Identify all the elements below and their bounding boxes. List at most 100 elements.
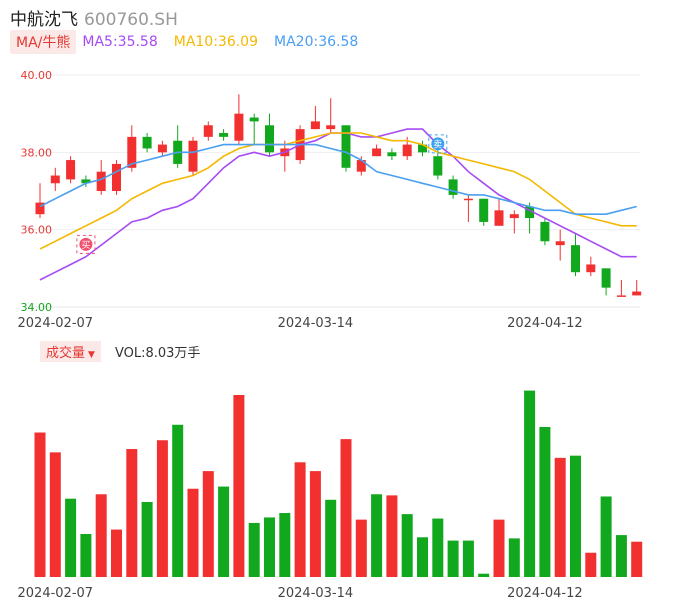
volume-bar: [49, 452, 61, 577]
volume-bar: [508, 538, 520, 577]
ma10-line: [39, 132, 637, 250]
candle-body: [142, 136, 152, 149]
buy-marker: 买: [76, 234, 96, 254]
moving-average-lines: [39, 128, 637, 281]
volume-selector-tag[interactable]: 成交量 ▼: [40, 340, 101, 362]
volume-bar: [539, 426, 551, 577]
candle-body: [525, 206, 535, 219]
trade-markers: 买卖: [76, 134, 448, 254]
volume-bar: [432, 518, 444, 577]
volume-bar: [95, 494, 107, 577]
candle-body: [35, 202, 45, 215]
volume-bar: [248, 522, 260, 577]
candle-body: [448, 179, 458, 195]
volume-bar: [462, 540, 474, 577]
y-tick-label: 34.00: [21, 301, 53, 314]
volume-x-axis: 2024-02-07 2024-03-14 2024-04-12: [18, 586, 583, 601]
volume-bar: [325, 499, 337, 577]
candle-body: [219, 133, 229, 137]
volume-x-tick-label: 2024-03-14: [278, 586, 354, 601]
volume-bar: [187, 488, 199, 577]
volume-bar: [570, 455, 581, 577]
volume-bar: [631, 541, 643, 577]
candle-body: [387, 152, 397, 157]
volume-bar: [279, 513, 291, 577]
candle-body: [326, 125, 336, 130]
stock-title: 中航沈飞 600760.SH: [10, 5, 178, 30]
volume-x-tick-label: 2024-02-07: [18, 586, 94, 601]
volume-bar: [172, 424, 184, 577]
volume-bar: [111, 529, 122, 577]
volume-bar: [202, 471, 214, 577]
ma20-label: MA20:36.58: [274, 34, 359, 50]
volume-bar: [615, 535, 627, 577]
volume-bar: [233, 395, 245, 577]
volume-tag-label: 成交量: [46, 345, 86, 361]
volume-x-tick-label: 2024-04-12: [507, 586, 583, 601]
x-tick-label: 2024-04-12: [507, 316, 583, 331]
stock-name: 中航沈飞: [10, 10, 78, 30]
candle-body: [157, 144, 167, 153]
y-tick-label: 40.00: [21, 69, 53, 82]
volume-bar: [141, 501, 153, 577]
volume-bar: [401, 514, 413, 577]
candle-body: [463, 198, 473, 201]
volume-bar: [600, 496, 612, 577]
volume-series: [34, 390, 643, 577]
volume-bar: [264, 517, 275, 577]
sell-marker-dot: [431, 137, 445, 151]
volume-bar: [371, 494, 383, 577]
candle-body: [356, 160, 366, 172]
volume-bar: [524, 390, 536, 577]
candle-body: [234, 113, 244, 141]
ma-selector-tag[interactable]: MA/牛熊: [10, 30, 77, 54]
candle-body: [66, 160, 76, 180]
volume-bar: [355, 519, 367, 577]
candle-body: [127, 136, 137, 168]
sell-marker-label: 卖: [433, 139, 442, 150]
candle-body: [494, 210, 504, 226]
volume-bar: [386, 495, 398, 577]
candle-body: [372, 148, 382, 157]
price-y-axis: 40.00 38.00 36.00 34.00: [21, 69, 53, 314]
volume-value: VOL:8.03万手: [114, 345, 201, 361]
volume-bar: [80, 533, 92, 577]
buy-marker-frame: [76, 234, 96, 254]
candle-body: [616, 295, 626, 297]
candle-body: [418, 144, 427, 153]
candle-body: [310, 121, 320, 130]
candle-body: [571, 245, 580, 273]
candle-body: [555, 241, 565, 246]
candle-body: [540, 221, 550, 242]
price-gridlines: [30, 74, 640, 308]
ma5-label: MA5:35.58: [82, 34, 158, 50]
y-tick-label: 38.00: [21, 146, 53, 159]
candle-body: [479, 198, 489, 222]
volume-bar: [65, 498, 77, 577]
volume-bar: [309, 471, 321, 577]
volume-bar: [585, 552, 597, 577]
candle-body: [341, 125, 351, 168]
candle-body: [112, 163, 121, 191]
buy-marker-dot: [79, 237, 93, 251]
volume-bar: [493, 519, 505, 577]
candle-body: [509, 214, 519, 219]
ma20-line: [39, 143, 637, 215]
volume-bar: [554, 457, 566, 577]
candle-body: [265, 125, 274, 153]
candle-body: [96, 171, 106, 191]
candle-body: [433, 156, 443, 176]
candle-body: [601, 268, 611, 288]
sell-marker-frame: [428, 134, 448, 154]
volume-bar: [156, 440, 168, 577]
candle-body: [203, 125, 213, 137]
candle-body: [586, 264, 596, 273]
y-tick-label: 36.00: [21, 224, 53, 237]
candle-body: [188, 140, 198, 172]
caret-down-icon: ▼: [88, 349, 95, 360]
candle-body: [402, 144, 412, 157]
volume-bar: [417, 537, 428, 577]
x-tick-label: 2024-03-14: [278, 316, 354, 331]
volume-bar: [340, 439, 352, 577]
price-x-axis: 2024-02-07 2024-03-14 2024-04-12: [18, 316, 583, 331]
